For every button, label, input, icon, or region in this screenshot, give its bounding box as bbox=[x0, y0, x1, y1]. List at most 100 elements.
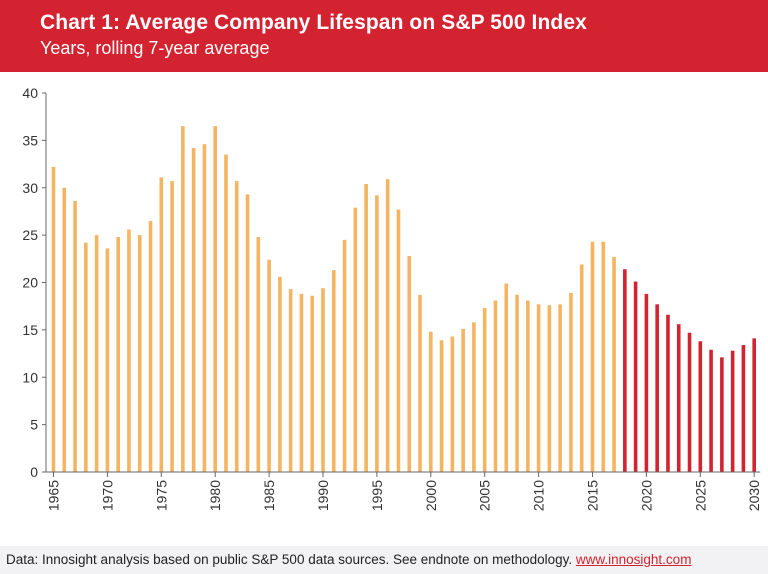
y-tick-label: 25 bbox=[22, 227, 38, 243]
historical-bar bbox=[418, 294, 422, 472]
historical-bar bbox=[612, 256, 616, 472]
historical-bar bbox=[450, 336, 455, 472]
historical-bar bbox=[137, 235, 142, 473]
forecast-bar bbox=[709, 349, 713, 472]
footer-note: Data: Innosight analysis based on public… bbox=[6, 552, 691, 567]
historical-bar bbox=[601, 241, 606, 472]
y-tick-label: 5 bbox=[30, 417, 38, 433]
forecast-bar bbox=[687, 332, 692, 472]
y-tick-label: 0 bbox=[30, 464, 38, 480]
x-tick-label: 2010 bbox=[531, 480, 547, 511]
x-tick-label: 2000 bbox=[423, 480, 439, 511]
historical-bar bbox=[536, 304, 541, 472]
y-tick-label: 30 bbox=[22, 180, 38, 196]
historical-bar bbox=[116, 237, 120, 472]
y-tick-label: 15 bbox=[22, 322, 38, 338]
x-tick-label: 1990 bbox=[315, 480, 331, 511]
historical-bar bbox=[256, 237, 261, 472]
historical-bar bbox=[385, 179, 390, 472]
historical-bar bbox=[461, 328, 465, 472]
historical-bar bbox=[105, 248, 110, 472]
historical-bar bbox=[558, 304, 562, 472]
x-tick-label: 2030 bbox=[746, 480, 762, 511]
historical-bar bbox=[375, 195, 379, 472]
historical-bar bbox=[213, 126, 217, 472]
historical-bar bbox=[224, 154, 228, 472]
historical-bar bbox=[547, 305, 552, 472]
historical-bar bbox=[482, 308, 487, 472]
historical-bar bbox=[181, 126, 185, 472]
historical-bar bbox=[579, 264, 584, 472]
x-tick-label: 2015 bbox=[585, 480, 601, 511]
forecast-bar bbox=[730, 350, 735, 472]
forecast-bar bbox=[623, 269, 627, 472]
forecast-bar bbox=[698, 341, 703, 472]
x-tick-label: 2025 bbox=[692, 480, 708, 511]
x-tick-label: 1995 bbox=[369, 480, 385, 511]
historical-bar bbox=[127, 229, 131, 472]
historical-bar bbox=[148, 220, 153, 472]
forecast-bar bbox=[720, 357, 724, 472]
forecast-bar bbox=[676, 324, 681, 472]
historical-bar bbox=[94, 235, 99, 473]
historical-bar bbox=[62, 187, 67, 472]
x-tick-label: 1965 bbox=[46, 480, 62, 511]
chart-header bbox=[0, 0, 768, 72]
historical-bar bbox=[73, 201, 77, 472]
historical-bar bbox=[569, 292, 573, 472]
forecast-bar bbox=[644, 293, 649, 472]
chart-title: Chart 1: Average Company Lifespan on S&P… bbox=[40, 11, 587, 34]
x-tick-label: 1970 bbox=[99, 480, 115, 511]
historical-bar bbox=[299, 293, 304, 472]
historical-bar bbox=[321, 288, 325, 472]
historical-bar bbox=[234, 181, 239, 472]
forecast-bar bbox=[741, 345, 746, 472]
y-tick-label: 20 bbox=[22, 275, 38, 291]
y-tick-label: 40 bbox=[22, 85, 38, 101]
forecast-bar bbox=[633, 281, 638, 472]
x-tick-label: 2020 bbox=[638, 480, 654, 511]
historical-bar bbox=[84, 242, 88, 472]
x-tick-label: 1985 bbox=[261, 480, 277, 511]
x-tick-label: 2005 bbox=[477, 480, 493, 511]
historical-bar bbox=[51, 166, 56, 472]
historical-bar bbox=[526, 300, 530, 472]
historical-bar bbox=[364, 183, 368, 472]
historical-bar bbox=[202, 144, 207, 473]
historical-bar bbox=[278, 276, 282, 472]
y-axis: 0 5 10 15 20 25 30 35 40 bbox=[22, 85, 47, 480]
historical-bar bbox=[396, 209, 401, 473]
historical-bar bbox=[159, 177, 164, 472]
historical-bar bbox=[342, 239, 347, 472]
historical-bar bbox=[353, 207, 358, 472]
historical-bar bbox=[439, 340, 444, 472]
forecast-bar bbox=[655, 304, 659, 472]
y-tick-label: 35 bbox=[22, 132, 38, 148]
x-axis: 1965 1970 1975 1980 1985 1990 1995 2000 2005 2010… bbox=[46, 471, 762, 511]
footer-link[interactable]: www.innosight.com bbox=[575, 552, 692, 567]
historical-bar bbox=[429, 331, 433, 472]
historical-bar bbox=[331, 270, 336, 472]
historical-bar bbox=[170, 181, 174, 472]
x-tick-label: 1975 bbox=[153, 480, 169, 511]
bars bbox=[51, 126, 756, 473]
historical-bar bbox=[191, 147, 196, 472]
historical-bar bbox=[267, 259, 271, 472]
historical-bar bbox=[493, 300, 498, 472]
historical-bar bbox=[288, 289, 293, 472]
forecast-bar bbox=[666, 314, 670, 472]
footer-source-text: Data: Innosight analysis based on public… bbox=[6, 552, 576, 567]
footer-bar bbox=[0, 546, 768, 574]
historical-bar bbox=[407, 255, 412, 472]
historical-bar bbox=[504, 283, 509, 472]
chart-subtitle: Years, rolling 7-year average bbox=[40, 38, 270, 58]
historical-bar bbox=[245, 194, 250, 472]
x-tick-label: 1980 bbox=[207, 480, 223, 511]
historical-bar bbox=[515, 294, 519, 472]
y-tick-label: 10 bbox=[22, 369, 38, 385]
forecast-bar bbox=[752, 338, 756, 472]
historical-bar bbox=[472, 322, 476, 472]
historical-bar bbox=[310, 295, 315, 472]
historical-bar bbox=[590, 241, 595, 472]
